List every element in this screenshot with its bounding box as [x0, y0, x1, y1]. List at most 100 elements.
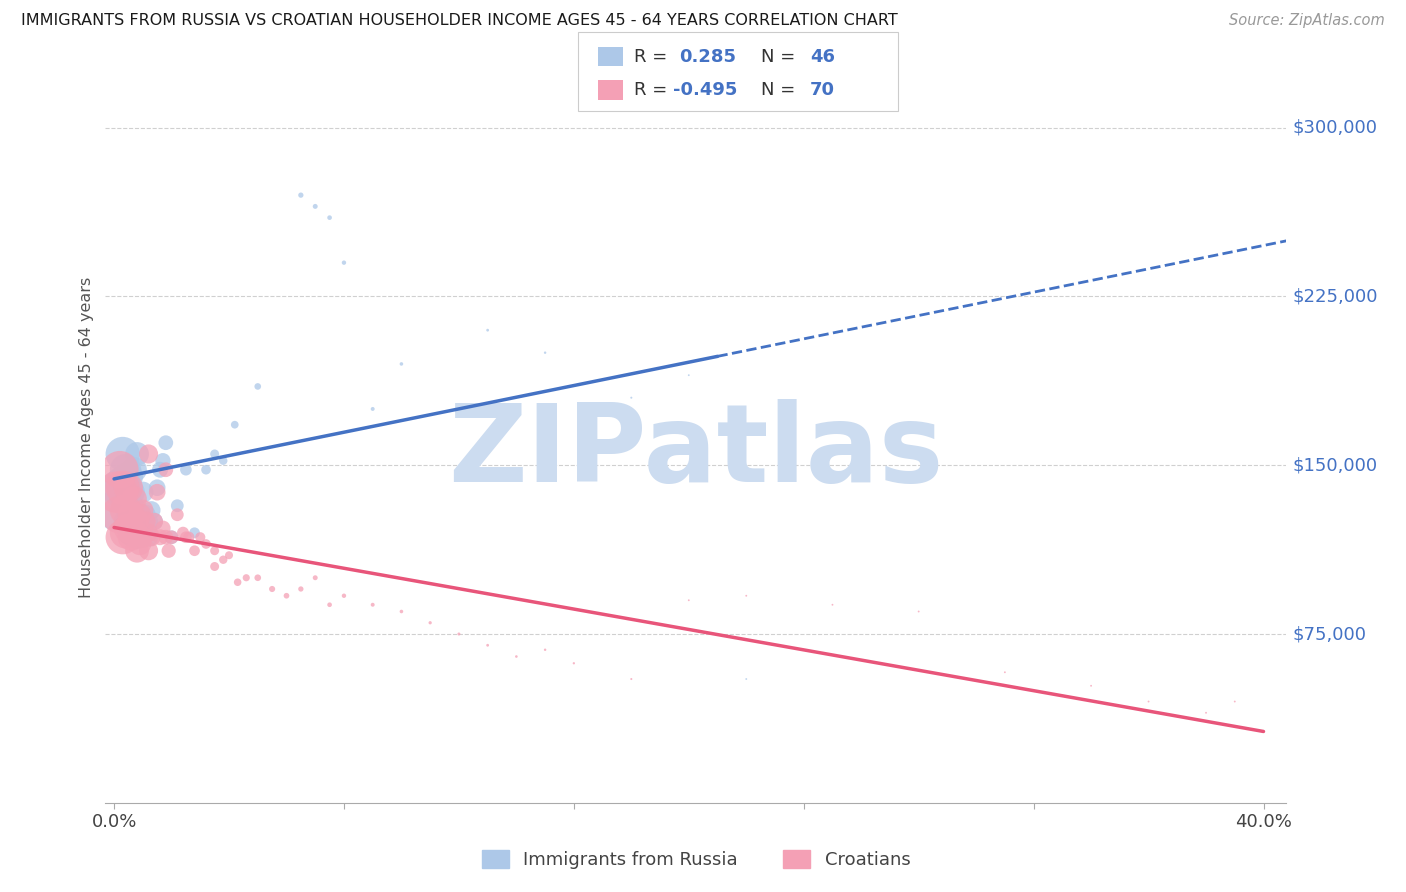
Point: [122, 525, 145, 540]
Point: [152, 453, 174, 467]
Point: [111, 447, 134, 461]
Text: $225,000: $225,000: [1292, 287, 1378, 305]
Point: [212, 453, 235, 467]
Text: IMMIGRANTS FROM RUSSIA VS CROATIAN HOUSEHOLDER INCOME AGES 45 - 64 YEARS CORRELA: IMMIGRANTS FROM RUSSIA VS CROATIAN HOUSE…: [21, 13, 898, 29]
Point: [361, 598, 384, 612]
Point: [735, 589, 758, 603]
Point: [146, 485, 169, 500]
Text: R =: R =: [634, 81, 673, 99]
Point: [1137, 694, 1160, 708]
Point: [114, 463, 136, 477]
Point: [155, 530, 177, 544]
Point: [129, 508, 152, 522]
Point: [735, 672, 758, 686]
Point: [620, 672, 643, 686]
Point: [114, 525, 136, 540]
Text: 70: 70: [810, 81, 835, 99]
Point: [304, 199, 326, 213]
Point: [224, 417, 246, 432]
Point: [155, 435, 177, 450]
Point: [149, 530, 172, 544]
Point: [276, 589, 298, 603]
Point: [141, 530, 163, 544]
Point: [821, 598, 844, 612]
Point: [117, 469, 139, 483]
Point: [183, 525, 205, 540]
Text: -0.495: -0.495: [673, 81, 738, 99]
Point: [143, 515, 166, 529]
Point: [318, 598, 340, 612]
Point: [195, 463, 218, 477]
Point: [333, 255, 356, 269]
Point: [105, 503, 128, 517]
Point: [138, 543, 160, 558]
Point: [318, 211, 340, 225]
Point: [125, 530, 148, 544]
Point: [447, 627, 470, 641]
Point: [195, 537, 218, 551]
Point: [120, 508, 142, 522]
Point: [290, 188, 312, 202]
Point: [477, 638, 499, 652]
Point: [105, 485, 128, 500]
Point: [160, 530, 183, 544]
Point: [108, 481, 131, 495]
Point: [138, 525, 160, 540]
Point: [138, 530, 160, 544]
Point: [135, 508, 157, 522]
Point: [138, 515, 160, 529]
Point: [146, 481, 169, 495]
Point: [111, 481, 134, 495]
Point: [534, 642, 557, 657]
Point: [204, 543, 226, 558]
Point: [135, 515, 157, 529]
Point: [122, 503, 145, 517]
Point: [114, 503, 136, 517]
Point: [117, 515, 139, 529]
Point: [111, 530, 134, 544]
Text: R =: R =: [634, 47, 673, 65]
Point: [218, 548, 240, 562]
Point: [333, 589, 356, 603]
Point: [174, 530, 197, 544]
Point: [166, 508, 188, 522]
Point: [183, 543, 205, 558]
Text: N =: N =: [761, 47, 800, 65]
Point: [304, 571, 326, 585]
Point: [172, 525, 194, 540]
Point: [246, 571, 269, 585]
Point: [907, 605, 929, 619]
Point: [125, 447, 148, 461]
Point: [125, 515, 148, 529]
Text: $300,000: $300,000: [1292, 119, 1378, 136]
Point: [562, 657, 585, 671]
Point: [204, 559, 226, 574]
Point: [122, 491, 145, 506]
Point: [419, 615, 441, 630]
Point: [1195, 706, 1218, 720]
Text: $150,000: $150,000: [1292, 456, 1378, 475]
Point: [290, 582, 312, 596]
Text: N =: N =: [761, 81, 800, 99]
Point: [177, 530, 200, 544]
Point: [505, 649, 527, 664]
Point: [157, 543, 180, 558]
Text: $75,000: $75,000: [1292, 625, 1367, 643]
Point: [166, 499, 188, 513]
Point: [138, 447, 160, 461]
Point: [391, 605, 413, 619]
Point: [678, 368, 700, 383]
Point: [160, 530, 183, 544]
Point: [678, 593, 700, 607]
Text: Source: ZipAtlas.com: Source: ZipAtlas.com: [1229, 13, 1385, 29]
Text: 46: 46: [810, 47, 835, 65]
Y-axis label: Householder Income Ages 45 - 64 years: Householder Income Ages 45 - 64 years: [79, 277, 94, 598]
Point: [174, 463, 197, 477]
Point: [120, 525, 142, 540]
Point: [149, 463, 172, 477]
Point: [132, 525, 155, 540]
Point: [111, 476, 134, 491]
Point: [212, 553, 235, 567]
Point: [361, 401, 384, 416]
Point: [132, 485, 155, 500]
